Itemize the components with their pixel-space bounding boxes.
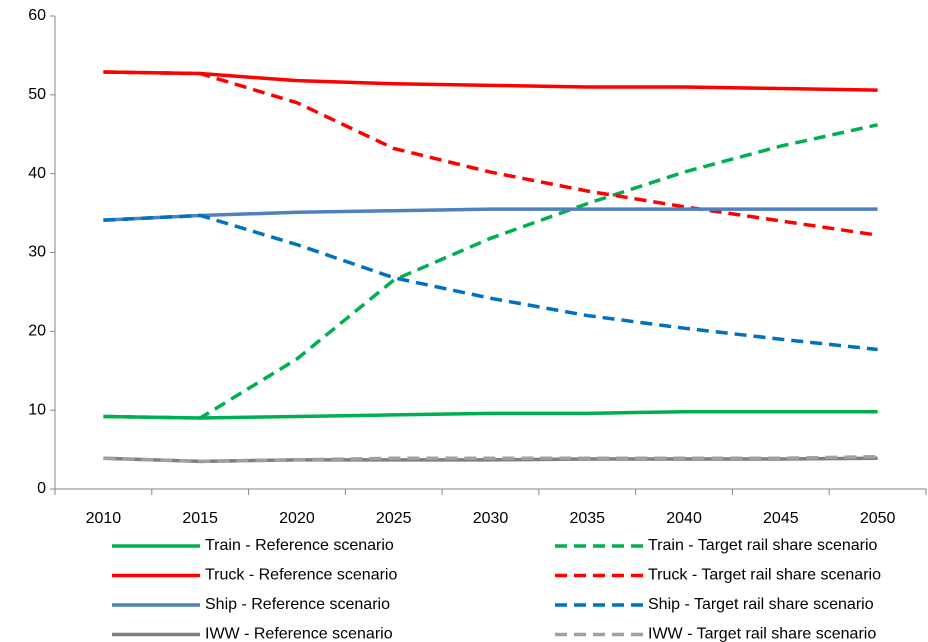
legend-label: Truck - Reference scenario [205,567,397,584]
y-tick-label: 20 [28,323,46,340]
x-tick-label: 2020 [279,510,315,527]
x-tick-label: 2015 [182,510,218,527]
x-tick-label: 2030 [473,510,509,527]
legend-label: Truck - Target rail share scenario [648,567,881,584]
x-tick-label: 2025 [376,510,412,527]
series-line [103,213,878,352]
legend-label: Train - Target rail share scenario [648,537,878,554]
x-tick-label: 2035 [569,510,605,527]
x-tick-label: 2050 [860,510,896,527]
series-line [103,70,878,237]
y-tick-label: 60 [28,7,46,24]
y-tick-label: 10 [28,401,46,418]
y-tick-label: 50 [28,86,46,103]
series-line [103,454,878,464]
y-tick-label: 40 [28,165,46,182]
legend-label: IWW - Target rail share scenario [648,626,876,642]
x-tick-label: 2010 [86,510,122,527]
x-tick-label: 2040 [666,510,702,527]
series-line [103,207,878,222]
legend-label: Ship - Reference scenario [205,596,390,613]
y-tick-label: 30 [28,244,46,261]
legend-label: Train - Reference scenario [205,537,394,554]
series-line [103,409,878,420]
legend-label: IWW - Reference scenario [205,626,393,642]
series-line [103,123,878,420]
y-tick-label: 0 [37,480,46,497]
x-tick-label: 2045 [763,510,799,527]
legend-label: Ship - Target rail share scenario [648,596,874,613]
series-line [103,70,878,92]
